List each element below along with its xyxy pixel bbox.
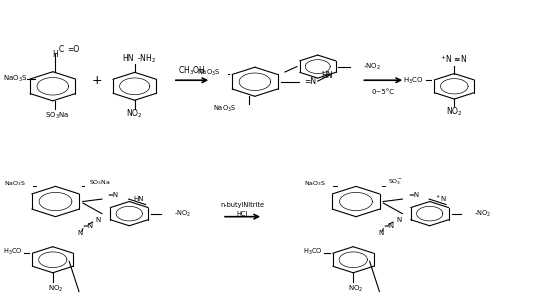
- Text: H: H: [53, 50, 58, 59]
- Text: NaO$_3$S: NaO$_3$S: [304, 180, 326, 188]
- Text: N: N: [95, 217, 101, 223]
- Text: NO$_2$: NO$_2$: [348, 283, 363, 294]
- Text: $^+$N: $^+$N: [434, 194, 447, 204]
- Text: 0~5°C: 0~5°C: [372, 89, 395, 95]
- Text: -NO$_2$: -NO$_2$: [362, 62, 381, 72]
- Text: -NO$_2$: -NO$_2$: [474, 209, 491, 219]
- Text: CH$_3$OH: CH$_3$OH: [178, 65, 206, 77]
- Text: =N: =N: [83, 223, 94, 230]
- Text: C: C: [58, 45, 64, 54]
- Text: N: N: [78, 230, 83, 236]
- Text: SO$_3$Na: SO$_3$Na: [45, 111, 69, 121]
- Text: NaO$_3$S: NaO$_3$S: [3, 180, 25, 188]
- Text: -NH$_2$: -NH$_2$: [137, 52, 156, 65]
- Text: =N: =N: [107, 192, 119, 198]
- Text: HN: HN: [133, 196, 143, 202]
- Text: =N: =N: [408, 192, 419, 198]
- Text: NO$_2$: NO$_2$: [48, 283, 63, 294]
- Text: HN: HN: [321, 71, 333, 80]
- Text: NaO$_3$S: NaO$_3$S: [213, 104, 237, 114]
- Text: =O: =O: [68, 45, 80, 54]
- Text: N: N: [378, 230, 383, 236]
- Text: HCl: HCl: [237, 211, 248, 217]
- Text: $^+$N$\equiv$N: $^+$N$\equiv$N: [439, 54, 468, 65]
- Text: NO$_2$: NO$_2$: [446, 106, 463, 118]
- Text: N: N: [396, 217, 401, 223]
- Text: H$_3$CO: H$_3$CO: [304, 247, 323, 257]
- Text: +: +: [91, 74, 102, 87]
- Text: NaO$_3$S: NaO$_3$S: [197, 68, 220, 78]
- Text: SO$_3^-$: SO$_3^-$: [388, 178, 403, 188]
- Text: H$_3$CO: H$_3$CO: [403, 76, 424, 86]
- Text: =N: =N: [383, 223, 394, 230]
- Text: H$_3$CO: H$_3$CO: [3, 247, 23, 257]
- Text: n-butylNitrite: n-butylNitrite: [220, 202, 264, 208]
- Text: HN: HN: [122, 54, 134, 63]
- Text: =N: =N: [304, 76, 316, 86]
- Text: NO$_2$: NO$_2$: [126, 108, 143, 121]
- Text: SO$_3$Na: SO$_3$Na: [89, 178, 111, 187]
- Text: -NO$_2$: -NO$_2$: [174, 209, 191, 219]
- Text: NaO$_3$S: NaO$_3$S: [3, 74, 28, 84]
